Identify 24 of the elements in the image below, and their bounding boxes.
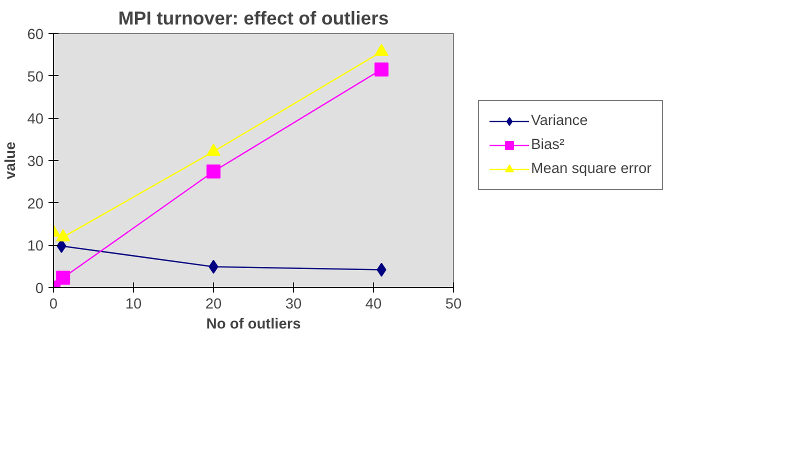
legend-label: Variance [531,112,588,128]
y-tick-label: 30 [27,154,44,170]
point [374,62,388,76]
y-tick-label: 40 [27,112,44,128]
x-tick-label: 0 [49,296,58,312]
legend-label: Bias² [531,136,564,152]
chart-title: MPI turnover: effect of outliers [118,8,389,28]
x-tick-label: 40 [365,296,382,312]
x-tick-label: 50 [445,296,462,312]
y-tick-label: 50 [27,69,44,86]
x-axis-title: No of outliers [206,316,301,332]
y-tick-label: 20 [27,196,44,212]
y-axis-title: value [3,142,20,180]
point [374,44,388,56]
point [56,270,70,285]
y-tick-label: 60 [27,27,44,43]
legend-label: Mean square error [531,160,652,176]
point [206,164,220,179]
point [206,144,220,156]
y-tick-label: 10 [27,238,44,255]
x-tick-label: 30 [285,296,302,312]
y-tick-label: 0 [35,281,44,297]
x-tick-label: 10 [125,296,142,312]
x-tick-label: 20 [205,296,222,312]
